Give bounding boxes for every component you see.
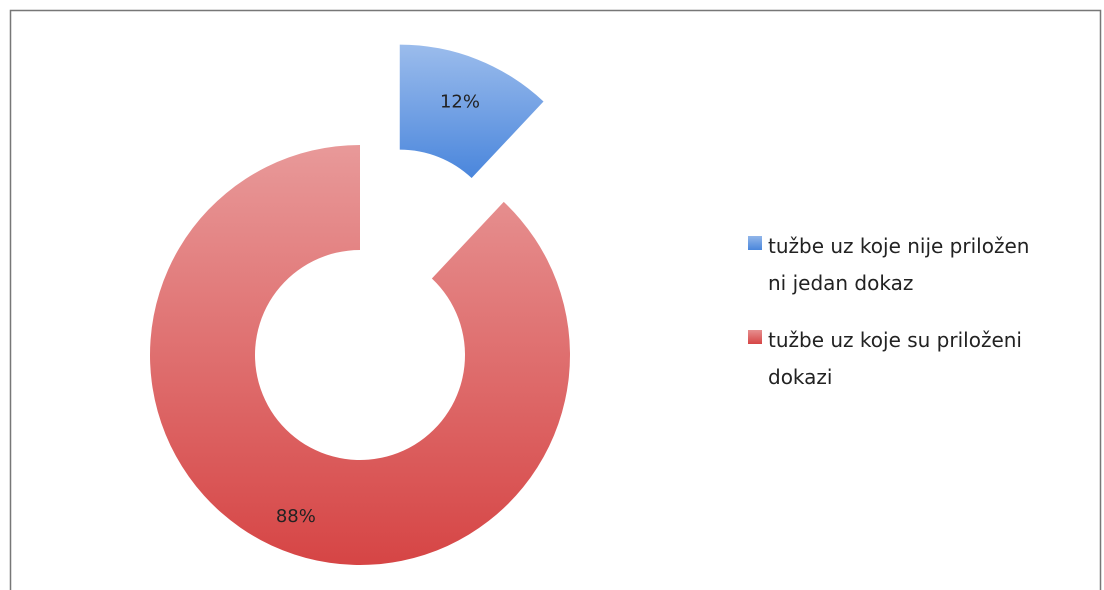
- legend-swatch: [748, 330, 762, 344]
- legend-swatch: [748, 236, 762, 250]
- data-label: 88%: [276, 506, 316, 527]
- legend-item: tužbe uz koje nije priložen ni jedan dok…: [748, 228, 1048, 302]
- legend-label: tužbe uz koje su priloženi dokazi: [768, 328, 1022, 389]
- legend-label: tužbe uz koje nije priložen ni jedan dok…: [768, 234, 1030, 295]
- legend-item: tužbe uz koje su priloženi dokazi: [748, 322, 1048, 396]
- donut-slice: [399, 44, 544, 179]
- legend: tužbe uz koje nije priložen ni jedan dok…: [748, 228, 1048, 416]
- data-label: 12%: [440, 92, 480, 113]
- donut-slice: [149, 145, 570, 565]
- frame: [9, 9, 1102, 590]
